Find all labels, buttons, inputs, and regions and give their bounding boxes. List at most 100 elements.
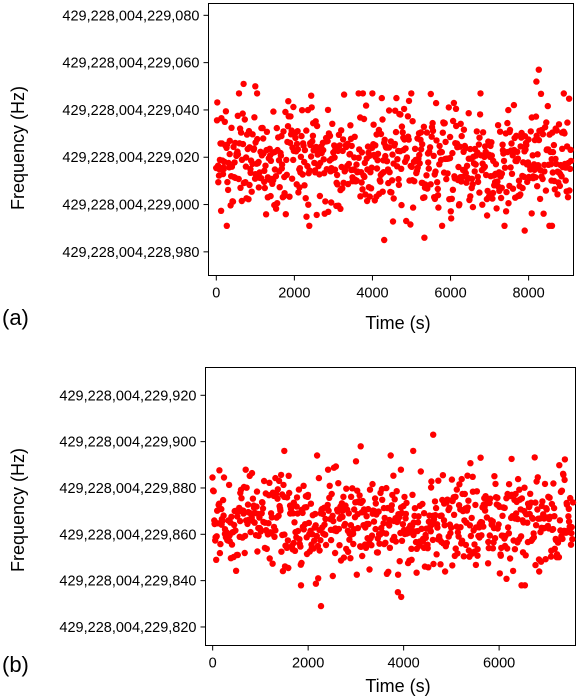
data-point	[414, 519, 422, 526]
data-point	[464, 504, 471, 511]
data-point	[555, 554, 563, 561]
data-point	[363, 513, 370, 520]
data-point	[385, 107, 393, 114]
data-point	[231, 159, 238, 166]
data-point	[441, 568, 449, 575]
data-point	[249, 495, 257, 502]
data-point	[449, 149, 456, 157]
data-point	[251, 519, 258, 526]
data-point	[393, 94, 400, 102]
data-point	[434, 179, 441, 186]
x-tick-label: 0	[209, 656, 217, 672]
data-point	[514, 155, 522, 162]
data-point	[518, 495, 526, 502]
data-point	[532, 561, 539, 569]
data-point	[543, 506, 550, 513]
data-point	[479, 129, 487, 136]
data-point	[326, 132, 334, 139]
data-point	[379, 116, 386, 123]
data-point	[271, 533, 278, 540]
x-tick-label: 4000	[356, 286, 388, 302]
data-point	[547, 553, 555, 560]
data-point	[521, 582, 529, 589]
data-point	[551, 186, 558, 193]
data-point	[297, 153, 305, 160]
data-point	[389, 151, 396, 158]
data-point	[383, 484, 390, 492]
data-point	[242, 466, 249, 473]
data-point	[487, 495, 494, 502]
data-point	[405, 136, 412, 143]
data-point	[235, 175, 242, 183]
data-point	[467, 460, 474, 467]
data-point	[247, 169, 254, 176]
data-point	[359, 497, 366, 505]
data-point	[462, 541, 470, 549]
data-point	[228, 513, 235, 520]
data-point	[492, 161, 500, 168]
data-point	[301, 146, 309, 154]
data-point	[285, 564, 292, 572]
data-point	[535, 136, 543, 144]
data-point	[312, 510, 319, 518]
data-point	[525, 136, 532, 143]
data-point	[291, 547, 299, 554]
data-point	[386, 522, 393, 529]
data-point	[471, 168, 478, 175]
data-point	[537, 90, 545, 98]
data-point	[390, 195, 397, 202]
data-point	[450, 99, 458, 107]
data-point	[415, 513, 422, 520]
data-point	[253, 503, 260, 510]
data-point	[272, 527, 279, 534]
data-point	[350, 540, 357, 548]
data-point	[334, 508, 341, 515]
data-point	[457, 524, 464, 531]
data-point	[298, 132, 305, 140]
data-point	[465, 497, 472, 504]
data-point	[368, 532, 376, 539]
data-point	[336, 542, 343, 549]
data-point	[222, 108, 230, 115]
data-point	[502, 208, 510, 215]
data-point	[569, 499, 577, 506]
data-point	[401, 493, 408, 501]
data-point	[290, 539, 297, 547]
y-tick-label: 429,228,004,229,000	[62, 198, 199, 214]
data-point	[425, 165, 432, 172]
y-tick-label: 429,228,004,228,980	[62, 245, 199, 261]
data-point	[388, 189, 395, 196]
data-point	[272, 205, 280, 212]
y-axis-ticks: 429,228,004,228,980 429,228,004,229,000 42…	[62, 8, 209, 261]
data-point	[535, 66, 542, 73]
data-point	[366, 486, 374, 493]
data-point	[417, 129, 425, 136]
data-point	[274, 495, 281, 502]
data-point	[514, 148, 521, 155]
y-tick-label: 429,228,004,229,840	[59, 574, 196, 590]
data-point	[548, 222, 556, 229]
data-point	[447, 208, 454, 215]
data-point	[255, 184, 262, 191]
data-point	[367, 185, 375, 192]
data-point	[532, 499, 539, 506]
data-point	[474, 546, 481, 553]
data-point	[378, 94, 385, 102]
data-point	[221, 118, 228, 126]
data-point	[260, 135, 267, 142]
data-point	[429, 536, 437, 544]
data-point	[394, 589, 402, 596]
data-point	[278, 548, 285, 555]
data-point	[306, 222, 313, 229]
data-point	[385, 144, 393, 151]
data-point	[332, 463, 340, 470]
data-point	[324, 466, 332, 473]
data-point	[253, 90, 261, 97]
data-point	[559, 145, 566, 152]
data-point	[565, 95, 573, 102]
data-point	[567, 157, 575, 165]
data-point	[481, 163, 488, 170]
data-point	[320, 146, 327, 154]
data-point	[397, 111, 404, 118]
data-point	[374, 549, 382, 556]
